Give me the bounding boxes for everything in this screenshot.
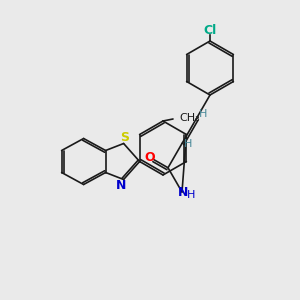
Text: H: H xyxy=(184,140,192,149)
Text: H: H xyxy=(199,109,207,119)
Text: CH₃: CH₃ xyxy=(179,113,200,123)
Text: N: N xyxy=(116,179,126,192)
Text: N: N xyxy=(178,187,188,200)
Text: S: S xyxy=(120,131,129,144)
Text: H: H xyxy=(187,190,195,200)
Text: O: O xyxy=(145,151,155,164)
Text: Cl: Cl xyxy=(203,25,217,38)
